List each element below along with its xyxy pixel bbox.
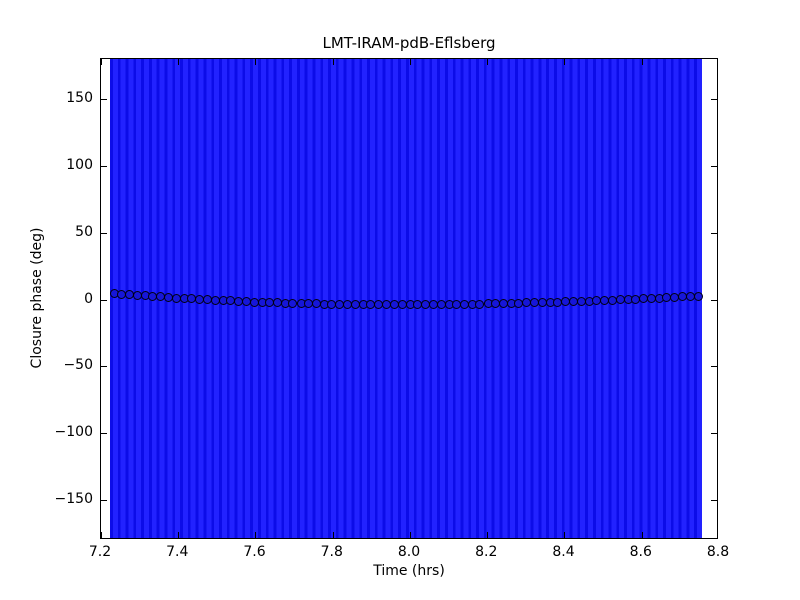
x-axis-label: Time (hrs) [373, 563, 445, 579]
x-tick-label: 8.8 [706, 544, 730, 560]
y-tick-label: 150 [66, 90, 93, 107]
x-tick-label: 7.4 [166, 544, 189, 560]
tick-mark [255, 59, 256, 65]
y-tick-label: −50 [63, 357, 93, 374]
tick-mark [642, 59, 643, 65]
tick-mark [333, 59, 334, 65]
x-tick-label: 8.4 [552, 544, 575, 560]
tick-mark [711, 433, 717, 434]
tick-mark [711, 99, 717, 100]
tick-mark [564, 532, 565, 538]
tick-mark [711, 233, 717, 234]
tick-mark [101, 433, 107, 434]
tick-mark [101, 366, 107, 367]
y-tick-label: −100 [54, 424, 93, 441]
y-tick-label: 0 [84, 290, 93, 307]
tick-mark [101, 532, 102, 538]
tick-mark [711, 166, 717, 167]
tick-mark [487, 59, 488, 65]
tick-mark [101, 99, 107, 100]
tick-mark [101, 59, 102, 65]
tick-mark [487, 532, 488, 538]
data-point [693, 291, 703, 301]
tick-mark [178, 532, 179, 538]
tick-mark [101, 166, 107, 167]
tick-mark [101, 300, 107, 301]
tick-mark [711, 300, 717, 301]
x-tick-label: 7.6 [243, 544, 266, 560]
x-tick-label: 8.6 [629, 544, 652, 560]
y-tick-label: −150 [54, 490, 93, 507]
tick-mark [101, 233, 107, 234]
tick-mark [333, 532, 334, 538]
tick-mark [564, 59, 565, 65]
tick-mark [642, 532, 643, 538]
x-tick-label: 8.0 [397, 544, 421, 560]
x-tick-label: 7.2 [88, 544, 112, 560]
tick-mark [101, 500, 107, 501]
y-tick-label: 50 [75, 223, 93, 240]
y-tick-label: 100 [66, 156, 93, 173]
tick-mark [178, 59, 179, 65]
tick-mark [711, 500, 717, 501]
plot-area [100, 58, 718, 539]
tick-mark [711, 366, 717, 367]
tick-mark [410, 59, 411, 65]
x-tick-label: 8.2 [475, 544, 498, 560]
chart-title: LMT-IRAM-pdB-Eflsberg [322, 34, 496, 52]
x-tick-label: 7.8 [320, 544, 343, 560]
tick-mark [255, 532, 256, 538]
tick-mark [410, 532, 411, 538]
